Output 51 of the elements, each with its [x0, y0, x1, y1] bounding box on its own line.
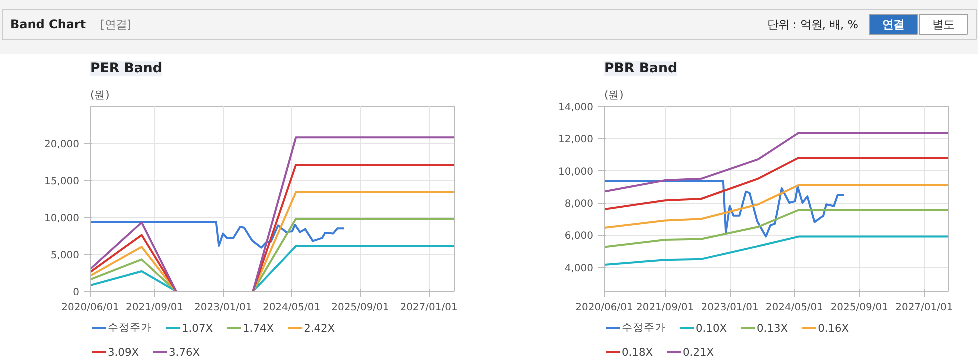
y-axis-title: (원) [604, 88, 624, 102]
text: 단위 : 억원, 배, % [767, 18, 859, 32]
line-series [604, 180, 846, 238]
chart-title: PER Band [90, 62, 162, 76]
x-tick-label: 2025/09/01 [332, 302, 390, 314]
x-tick-label: 2021/09/01 [126, 302, 184, 314]
y-tick-label: 0 [73, 288, 80, 298]
x-tick-label: 2027/01/01 [896, 302, 954, 314]
legend-label: 2.42X [304, 322, 336, 334]
line-series [604, 184, 948, 229]
y-tick-label: 5,000 [50, 250, 80, 262]
chart-title: PBR Band [604, 62, 678, 76]
y-tick-label: 15,000 [44, 176, 80, 188]
legend-label: 0.16X [818, 322, 850, 334]
x-tick-label: 2024/05/01 [766, 302, 824, 314]
x-tick-label: 2023/01/01 [194, 302, 252, 314]
y-tick-label: 8,000 [564, 199, 594, 210]
line-series [604, 209, 948, 248]
line-series [604, 132, 948, 193]
x-tick-label: 2025/09/01 [830, 302, 888, 314]
legend-label: 3.76X [169, 346, 200, 358]
y-tick-label: 14,000 [558, 102, 594, 114]
legend-label: 수정주가 [108, 321, 152, 335]
y-tick-label: 12,000 [558, 134, 594, 146]
x-tick-label: 2021/09/01 [636, 302, 694, 314]
y-tick-label: 6,000 [564, 231, 594, 242]
text: 연결 [882, 18, 904, 32]
x-tick-label: 2024/05/01 [262, 302, 321, 314]
y-tick-label: 20,000 [44, 140, 80, 150]
line-series [604, 236, 948, 266]
y-axis-title: (원) [90, 88, 110, 102]
legend-label: 3.09X [108, 346, 140, 358]
legend-label: 1.74X [243, 322, 274, 334]
legend-label: 수정주가 [622, 321, 666, 335]
legend-label: 0.13X [757, 322, 788, 334]
text: Band Chart [10, 18, 86, 32]
y-tick-label: 10,000 [558, 166, 594, 178]
x-tick-label: 2020/06/01 [576, 302, 634, 314]
y-tick-label: 4,000 [564, 263, 594, 274]
legend-label: 0.10X [696, 322, 728, 334]
y-tick-label: 10,000 [44, 214, 80, 224]
legend-label: 0.21X [683, 346, 714, 358]
x-tick-label: 2027/01/01 [400, 302, 458, 314]
text: [연결] [100, 18, 132, 32]
line-series [90, 221, 346, 249]
text: 별도 [932, 18, 954, 32]
x-tick-label: 2023/01/01 [701, 302, 759, 314]
line-series [604, 156, 948, 210]
x-tick-label: 2020/06/01 [62, 302, 120, 314]
legend-label: 1.07X [182, 322, 214, 334]
legend-label: 0.18X [622, 346, 654, 358]
